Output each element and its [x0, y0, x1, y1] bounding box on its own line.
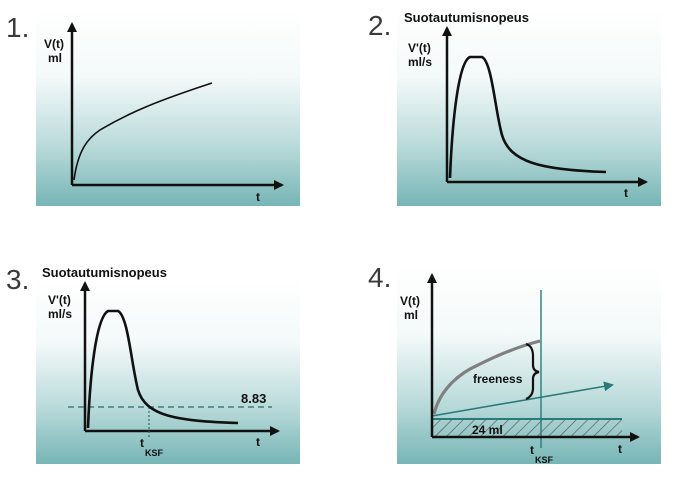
- panel-4-freeness-brace: [525, 342, 540, 401]
- panel-2-y-label: V'(t): [408, 41, 431, 55]
- panel-1-y-unit: ml: [48, 51, 62, 65]
- panel-3-marker-main: t: [140, 436, 144, 450]
- panel-4-volume-curve: [432, 339, 541, 415]
- panel-1-y-label: V(t): [44, 37, 64, 51]
- panel-4-y-label: V(t): [400, 294, 420, 308]
- panel-4-hatched-region: [432, 419, 622, 437]
- panel-4-diagram: freeness 24 ml V(t) ml t t KSF: [400, 273, 640, 465]
- panel-4-marker-main: t: [530, 443, 534, 457]
- panel-1-diagram: V(t) ml t: [44, 22, 284, 204]
- panel-3-number: 3.: [6, 264, 30, 295]
- panel-3-marker-sub: KSF: [145, 448, 164, 458]
- panel-4-bracket-label: freeness: [473, 372, 523, 386]
- panel-2-x-label: t: [624, 186, 628, 200]
- panel-3-rate-curve: [86, 309, 239, 429]
- panel-4-x-label: t: [618, 442, 622, 456]
- panel-2-y-unit: ml/s: [408, 55, 432, 69]
- panel-1-x-label: t: [256, 190, 260, 204]
- panel-3-y-label: V'(t): [48, 293, 71, 307]
- panel-4-y-unit: ml: [404, 308, 418, 322]
- panel-1-number: 1.: [6, 12, 30, 43]
- panel-2-title: Suotautumisnopeus: [404, 10, 529, 25]
- panel-1-volume-curve: [73, 82, 213, 181]
- panel-1-background: [36, 8, 300, 206]
- panel-4-trend-arrow: [431, 381, 614, 417]
- panel-2-number: 2.: [368, 10, 392, 41]
- panel-3-background: [36, 278, 300, 464]
- panel-2-diagram: V'(t) ml/s t: [408, 26, 648, 200]
- panel-4-number: 4.: [368, 262, 392, 293]
- panel-3-x-label: t: [256, 435, 260, 449]
- panel-3-diagram: 8.83 V'(t) ml/s t t KSF: [48, 281, 280, 458]
- panel-4-marker-sub: KSF: [535, 455, 554, 465]
- panel-2-rate-curve: [448, 55, 607, 179]
- panel-4-region-label: 24 ml: [472, 423, 503, 437]
- panel-2-background: [397, 8, 661, 206]
- panel-3-threshold-value: 8.83: [241, 391, 266, 406]
- panel-3-y-unit: ml/s: [48, 307, 72, 321]
- panel-3-title: Suotautumisnopeus: [42, 265, 167, 280]
